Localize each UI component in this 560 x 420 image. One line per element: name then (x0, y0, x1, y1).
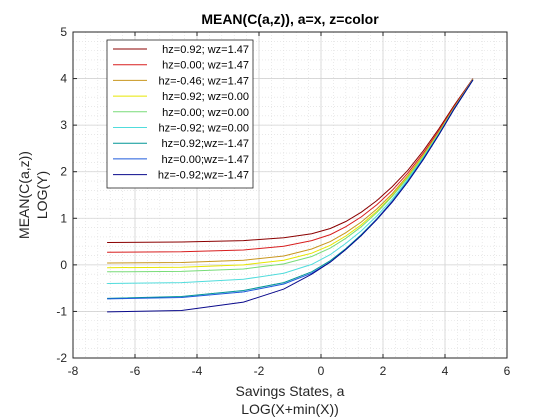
x-tick-label: -2 (254, 364, 265, 378)
y-axis-label-line-1: MEAN(C(a,z)) (16, 151, 32, 239)
legend-entry-label: hz=0.92; wz=0.00 (162, 91, 249, 103)
x-tick-label: 4 (442, 364, 449, 378)
series-lines (107, 78, 474, 313)
legend-entry-label: hz=0.92; wz=1.47 (162, 44, 249, 56)
x-tick-label: 2 (380, 364, 387, 378)
legend: hz=0.92; wz=1.47 hz=0.00; wz=1.47 hz=-0.46… (106, 39, 254, 189)
series-line-1 (107, 78, 474, 243)
y-tick-label: 3 (60, 118, 67, 132)
x-tick-label: -6 (130, 364, 141, 378)
y-axis-label-line-2: LOG(Y) (34, 171, 50, 219)
legend-entry-label: hz=-0.92; wz=0.00 (158, 123, 249, 135)
y-tick-label: -2 (56, 351, 67, 365)
y-tick-label: 0 (60, 258, 67, 272)
legend-entry-label: hz=0.00; wz=1.47 (162, 60, 249, 72)
plot-frame (72, 31, 508, 359)
y-tick-label: 2 (60, 165, 67, 179)
y-tick-label: -1 (56, 304, 67, 318)
legend-entry-label: hz=0.00;wz=-1.47 (162, 154, 249, 166)
legend-items: hz=0.92; wz=1.47 hz=0.00; wz=1.47 hz=-0.46… (113, 44, 249, 182)
x-tick-label: 6 (504, 364, 511, 378)
series-line-2 (107, 78, 474, 253)
legend-entry-label: hz=-0.46; wz=1.47 (158, 75, 249, 87)
x-tick-label: 0 (318, 364, 325, 378)
x-axis-label-line-1: Savings States, a (236, 383, 345, 399)
y-tick-label: 5 (60, 25, 67, 39)
chart-title: MEAN(C(a,z)), a=x, z=color (201, 11, 379, 27)
x-tick-label: -8 (68, 364, 79, 378)
x-axis-label-line-2: LOG(X+min(X)) (241, 401, 339, 417)
series-line-9 (107, 79, 474, 313)
legend-entry-label: hz=-0.92;wz=-1.47 (158, 170, 249, 182)
legend-entry-label: hz=0.00; wz=0.00 (162, 107, 249, 119)
y-axis-ticks: -2 -1 0 1 2 3 4 5 (56, 25, 507, 365)
x-tick-label: -4 (192, 364, 203, 378)
y-tick-label: 1 (60, 211, 67, 225)
y-tick-label: 4 (60, 72, 67, 86)
x-axis-ticks: -8 -6 -4 -2 0 2 4 6 (68, 32, 511, 378)
legend-entry-label: hz=0.92;wz=-1.47 (162, 138, 249, 150)
